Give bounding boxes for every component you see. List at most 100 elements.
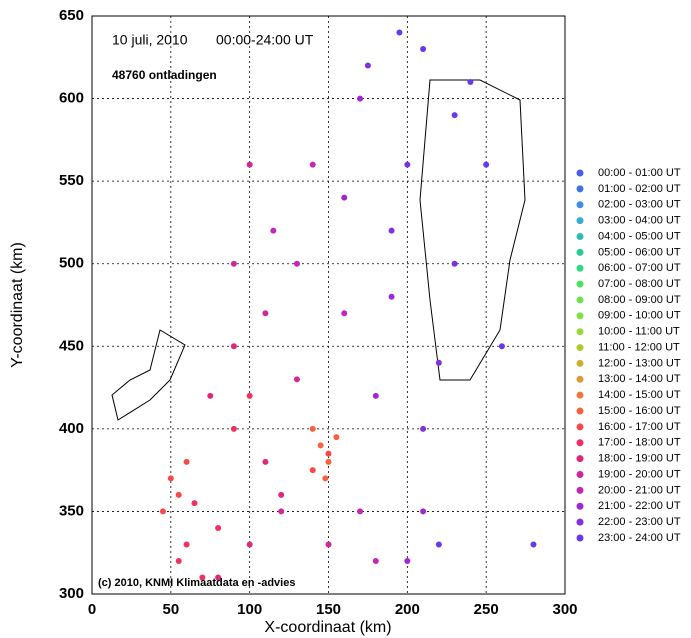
point [372, 557, 379, 564]
point [404, 161, 411, 168]
legend-marker [576, 439, 584, 447]
legend-marker [576, 375, 584, 383]
legend-marker [576, 296, 584, 304]
point [309, 161, 316, 168]
x-tick-label: 100 [237, 601, 262, 618]
point [293, 376, 300, 383]
legend-label: 23:00 - 24:00 UT [598, 532, 681, 544]
point [467, 79, 474, 86]
point [357, 95, 364, 102]
legend-label: 09:00 - 10:00 UT [598, 310, 681, 322]
point [372, 392, 379, 399]
legend-marker [576, 407, 584, 415]
x-tick-label: 0 [88, 601, 96, 618]
legend-marker [576, 312, 584, 320]
point [270, 227, 277, 234]
legend-marker [576, 344, 584, 352]
legend-marker [576, 169, 584, 177]
point [364, 62, 371, 69]
point [317, 442, 324, 449]
chart-subtitle: 00:00-24:00 UT [216, 32, 314, 48]
legend-label: 08:00 - 09:00 UT [598, 294, 681, 306]
x-tick-label: 150 [316, 601, 341, 618]
point [262, 458, 269, 465]
legend-label: 01:00 - 02:00 UT [598, 183, 681, 195]
point [230, 260, 237, 267]
point [167, 475, 174, 482]
point [451, 260, 458, 267]
legend-marker [576, 359, 584, 367]
legend-marker [576, 471, 584, 479]
point [175, 491, 182, 498]
legend-marker [576, 264, 584, 272]
legend-label: 11:00 - 12:00 UT [598, 341, 680, 353]
points [159, 29, 537, 581]
point [333, 434, 340, 441]
point [159, 508, 166, 515]
legend-marker [576, 185, 584, 193]
count-label: 48760 ontladingen [112, 68, 217, 82]
x-tick-label: 300 [552, 601, 577, 618]
legend-label: 21:00 - 22:00 UT [598, 500, 681, 512]
point [278, 491, 285, 498]
point [341, 310, 348, 317]
point [357, 508, 364, 515]
grid [91, 15, 566, 595]
map-outline [111, 79, 526, 421]
point [325, 541, 332, 548]
x-tick-label: 200 [395, 601, 420, 618]
legend-marker [576, 391, 584, 399]
point [451, 112, 458, 119]
legend-label: 00:00 - 01:00 UT [598, 167, 681, 179]
point [246, 161, 253, 168]
point [309, 425, 316, 432]
point [498, 343, 505, 350]
legend-marker [576, 486, 584, 494]
legend-label: 15:00 - 16:00 UT [598, 405, 681, 417]
legend-label: 03:00 - 04:00 UT [598, 215, 681, 227]
point [420, 46, 427, 53]
legend-label: 14:00 - 15:00 UT [598, 389, 681, 401]
point [175, 557, 182, 564]
legend-label: 13:00 - 14:00 UT [598, 373, 681, 385]
point [325, 450, 332, 457]
point [199, 574, 206, 581]
legend-label: 18:00 - 19:00 UT [598, 453, 681, 465]
x-tick-label: 250 [474, 601, 499, 618]
point [420, 425, 427, 432]
point [435, 541, 442, 548]
legend-marker [576, 423, 584, 431]
legend-marker [576, 518, 584, 526]
chart-title: 10 juli, 2010 [112, 32, 188, 48]
y-tick-label: 350 [59, 502, 84, 519]
point [230, 425, 237, 432]
legend-label: 04:00 - 05:00 UT [598, 230, 681, 242]
legend-label: 12:00 - 13:00 UT [598, 357, 681, 369]
point [215, 574, 222, 581]
legend-marker [576, 328, 584, 336]
y-tick-label: 650 [59, 7, 84, 24]
legend-marker [576, 201, 584, 209]
point [278, 508, 285, 515]
point [230, 343, 237, 350]
point [420, 508, 427, 515]
point [325, 458, 332, 465]
legend-marker [576, 217, 584, 225]
point [246, 392, 253, 399]
point [191, 500, 198, 507]
x-tick-label: 50 [162, 601, 179, 618]
point [215, 524, 222, 531]
y-tick-label: 400 [59, 420, 84, 437]
y-axis-label: Y-coordinaat (km) [9, 242, 26, 368]
legend-marker [576, 534, 584, 542]
point [341, 194, 348, 201]
point [388, 227, 395, 234]
point [207, 392, 214, 399]
x-axis-label: X-coordinaat (km) [264, 619, 391, 636]
legend-label: 20:00 - 21:00 UT [598, 484, 681, 496]
point [435, 359, 442, 366]
legend-label: 22:00 - 23:00 UT [598, 516, 681, 528]
point [262, 310, 269, 317]
legend-marker [576, 248, 584, 256]
